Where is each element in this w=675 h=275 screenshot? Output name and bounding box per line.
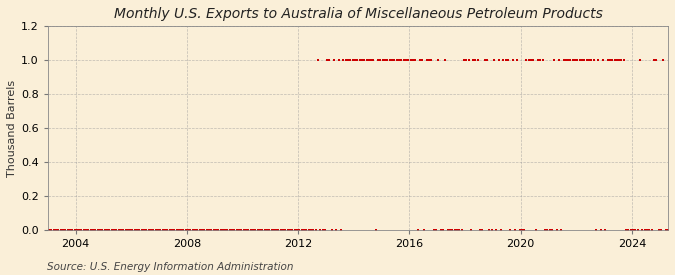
Text: Source: U.S. Energy Information Administration: Source: U.S. Energy Information Administ…: [47, 262, 294, 272]
Y-axis label: Thousand Barrels: Thousand Barrels: [7, 79, 17, 177]
Title: Monthly U.S. Exports to Australia of Miscellaneous Petroleum Products: Monthly U.S. Exports to Australia of Mis…: [113, 7, 602, 21]
